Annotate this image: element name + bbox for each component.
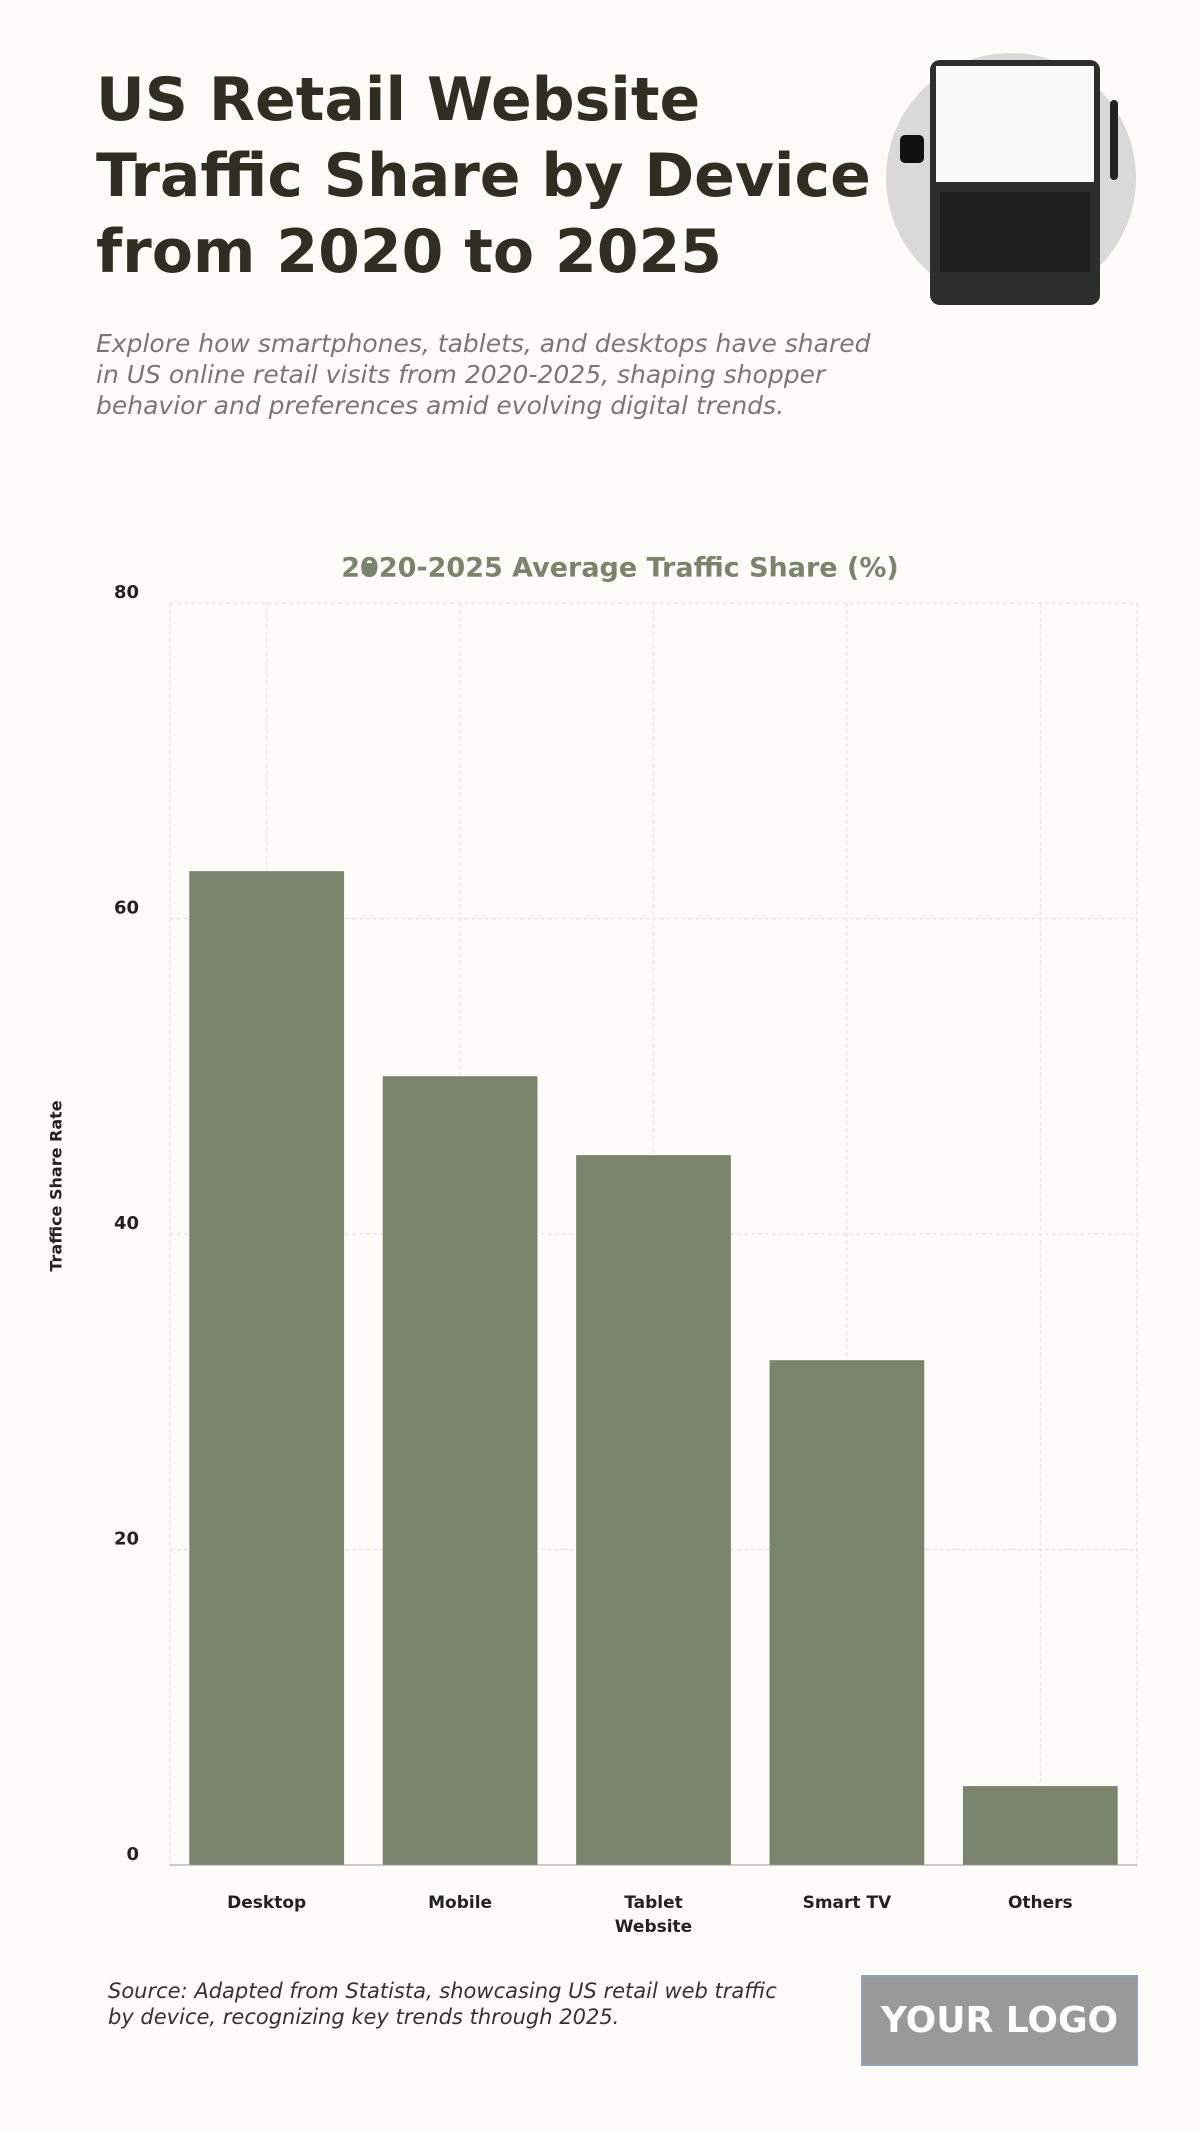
y-axis-label: Traffice Share Rate <box>47 1100 66 1271</box>
title: US Retail Website Traffic Share by Devic… <box>96 65 871 287</box>
x-tick-label: Others <box>1007 1893 1073 1913</box>
x-tick-label: Mobile <box>428 1893 493 1913</box>
bar <box>189 871 345 1865</box>
x-tick-label: Tablet Website <box>614 1893 693 1937</box>
bar <box>576 1155 731 1865</box>
y-tick-label: 0 <box>126 1844 139 1865</box>
bar <box>382 1076 538 1865</box>
y-tick-label: 80 <box>114 582 139 603</box>
bar <box>769 1360 925 1865</box>
x-tick-label: Smart TV <box>802 1893 892 1913</box>
x-tick-label: Desktop <box>227 1893 307 1913</box>
legend-label: 2020-2025 Average Traffic Share (%) <box>341 553 898 584</box>
source: Source: Adapted from Statista, showcasin… <box>108 1979 777 2029</box>
y-tick-label: 40 <box>114 1213 139 1234</box>
bar <box>962 1786 1118 1865</box>
logo: YOUR LOGO <box>861 1975 1138 2066</box>
header-image <box>886 53 1136 305</box>
subtitle: Explore how smartphones, tablets, and de… <box>96 329 871 420</box>
y-tick-label: 60 <box>114 898 139 919</box>
legend-marker <box>362 563 373 574</box>
y-tick-label: 20 <box>114 1529 139 1550</box>
